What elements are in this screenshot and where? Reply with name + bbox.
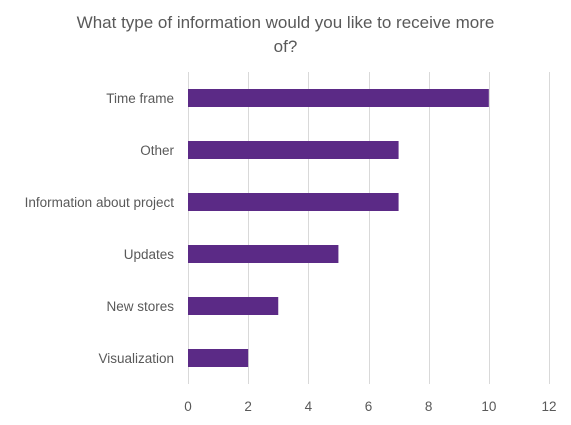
bars bbox=[188, 89, 489, 367]
x-tick-label: 2 bbox=[244, 399, 252, 414]
category-label: New stores bbox=[106, 299, 174, 314]
bar-new-stores bbox=[188, 297, 279, 315]
chart-title-line-2: of? bbox=[274, 37, 298, 56]
x-tick-label: 4 bbox=[305, 399, 313, 414]
x-tick-label: 12 bbox=[541, 399, 556, 414]
bar-information-about-project bbox=[188, 193, 399, 211]
category-label: Time frame bbox=[106, 91, 174, 106]
category-label: Updates bbox=[124, 247, 175, 262]
category-label: Other bbox=[140, 143, 174, 158]
x-tick-label: 0 bbox=[184, 399, 192, 414]
bar-time-frame bbox=[188, 89, 489, 107]
bar-updates bbox=[188, 245, 339, 263]
bar-visualization bbox=[188, 349, 249, 367]
bar-other bbox=[188, 141, 399, 159]
x-tick-label: 8 bbox=[425, 399, 433, 414]
category-label: Visualization bbox=[98, 351, 174, 366]
x-axis-tick-labels: 0 2 4 6 8 10 12 bbox=[184, 399, 556, 414]
x-tick-label: 6 bbox=[365, 399, 373, 414]
category-labels: Time frame Other Information about project… bbox=[25, 91, 175, 366]
gridlines bbox=[188, 72, 550, 384]
x-tick-label: 10 bbox=[481, 399, 496, 414]
chart-title-line-1: What type of information would you like … bbox=[77, 13, 495, 32]
category-label: Information about project bbox=[25, 195, 175, 210]
